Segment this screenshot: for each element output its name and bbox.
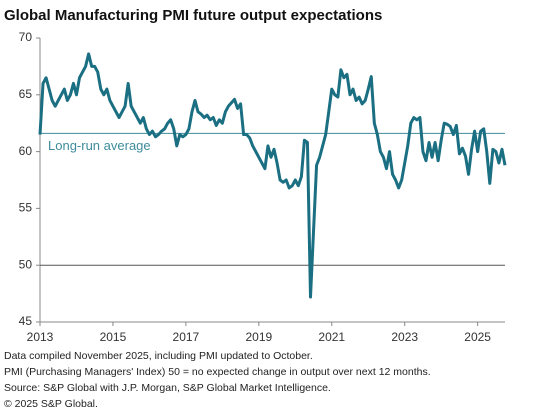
y-tick-label: 45 xyxy=(19,314,33,328)
x-tick-label: 2013 xyxy=(27,330,54,344)
x-tick-label: 2015 xyxy=(100,330,127,344)
footnote: © 2025 S&P Global. xyxy=(4,398,98,410)
chart-title: Global Manufacturing PMI future output e… xyxy=(4,7,382,24)
y-tick-label: 70 xyxy=(19,30,33,44)
y-tick-label: 65 xyxy=(19,87,33,101)
footnote: Source: S&P Global with J.P. Morgan, S&P… xyxy=(4,382,331,394)
x-tick-label: 2023 xyxy=(391,330,418,344)
footnote: Data compiled November 2025, including P… xyxy=(4,350,313,362)
x-tick-label: 2019 xyxy=(245,330,272,344)
y-tick-label: 55 xyxy=(19,201,33,215)
x-tick-label: 2021 xyxy=(318,330,345,344)
x-tick-label: 2025 xyxy=(464,330,491,344)
reference-label: Long-run average xyxy=(48,138,151,153)
data-line xyxy=(38,52,507,299)
x-tick-label: 2017 xyxy=(173,330,200,344)
y-tick-label: 60 xyxy=(19,144,33,158)
y-tick-label: 50 xyxy=(19,257,33,271)
footnote: PMI (Purchasing Managers' Index) 50 = no… xyxy=(4,366,431,378)
